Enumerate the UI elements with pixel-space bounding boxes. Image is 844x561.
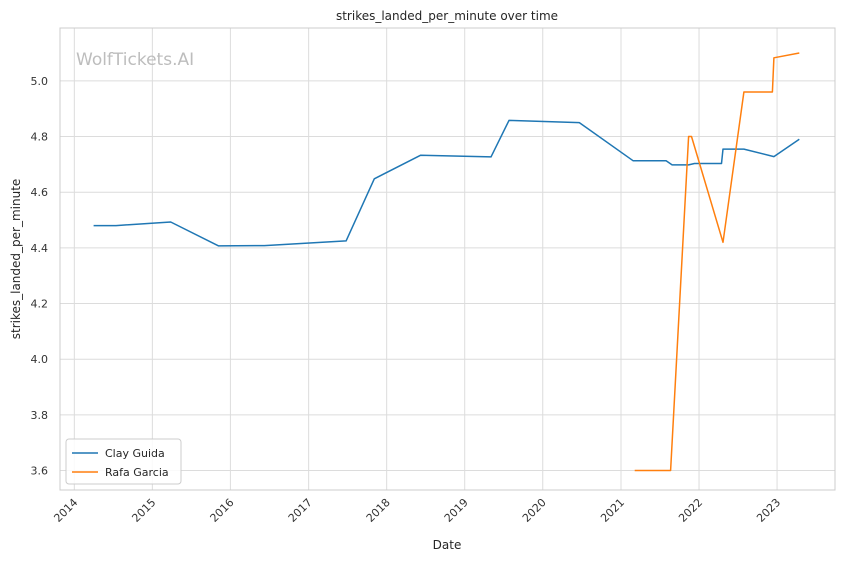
y-tick-label: 4.8 xyxy=(31,131,49,144)
x-tick-label: 2016 xyxy=(208,496,237,525)
x-tick-label: 2020 xyxy=(520,496,549,525)
y-axis-label: strikes_landed_per_minute xyxy=(9,179,23,340)
y-tick-labels: 3.6 3.8 4.0 4.2 4.4 4.6 4.8 5.0 xyxy=(31,75,49,478)
legend: Clay Guida Rafa Garcia xyxy=(65,438,182,485)
y-tick-label: 4.4 xyxy=(31,242,49,255)
series-layer xyxy=(93,52,800,472)
legend-label-rafa-garcia: Rafa Garcia xyxy=(105,466,169,479)
x-tick-label: 2019 xyxy=(442,496,471,525)
plot-frame xyxy=(59,27,836,491)
chart-title: strikes_landed_per_minute over time xyxy=(336,9,558,23)
y-tick-label: 4.0 xyxy=(31,353,49,366)
x-tick-label: 2021 xyxy=(598,496,627,525)
y-tick-label: 4.6 xyxy=(31,186,49,199)
plot-area xyxy=(60,28,835,490)
watermark: WolfTickets.AI xyxy=(76,50,194,70)
x-tick-label: 2023 xyxy=(754,496,783,525)
grid-lines xyxy=(60,28,835,490)
x-tick-labels: 2014 2015 2016 2017 2018 2019 2020 2021 2022 2023 xyxy=(51,496,783,525)
legend-label-clay-guida: Clay Guida xyxy=(105,447,165,460)
y-tick-label: 3.8 xyxy=(31,409,49,422)
y-tick-label: 5.0 xyxy=(31,75,49,88)
y-tick-label: 3.6 xyxy=(31,465,49,478)
series-line-rafa-garcia xyxy=(634,52,800,472)
series-line-clay-guida xyxy=(93,119,800,247)
x-tick-label: 2015 xyxy=(129,496,158,525)
y-tick-label: 4.2 xyxy=(31,298,49,311)
x-tick-label: 2014 xyxy=(51,496,80,525)
x-tick-label: 2022 xyxy=(676,496,705,525)
x-tick-label: 2017 xyxy=(286,496,315,525)
x-axis-label: Date xyxy=(433,538,462,552)
x-tick-label: 2018 xyxy=(364,496,393,525)
